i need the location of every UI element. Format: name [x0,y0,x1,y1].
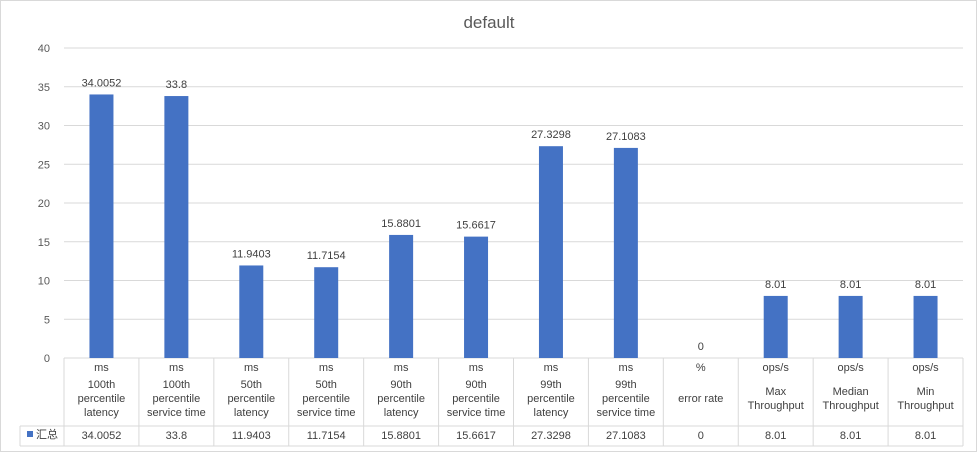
y-tick-label: 20 [38,198,50,210]
category-label: percentile [602,393,650,405]
data-label: 8.01 [765,279,786,291]
category-label: latency [384,407,419,419]
category-label: percentile [227,393,275,405]
category-unit: ms [394,362,409,374]
bar [613,147,638,358]
bar [239,265,264,358]
y-tick-label: 40 [38,43,50,55]
data-label: 11.7154 [307,250,346,262]
table-value: 27.3298 [531,430,571,442]
data-label: 8.01 [915,279,936,291]
table-value: 11.7154 [307,430,346,442]
category-label: service time [447,407,506,419]
data-label: 34.0052 [82,77,122,89]
category-label: Throughput [897,400,953,412]
bar [164,96,189,359]
category-label: 99th [615,379,636,391]
y-tick-label: 5 [44,314,50,326]
bar [389,234,414,358]
data-label: 0 [698,341,704,353]
category-label: percentile [452,393,500,405]
category-label: 100th [88,379,116,391]
table-value: 0 [698,430,704,442]
data-label: 33.8 [166,79,187,91]
category-label: service time [147,407,206,419]
category-unit: ms [619,362,634,374]
category-label: 100th [163,379,191,391]
data-label: 8.01 [840,279,861,291]
bar [314,267,339,358]
category-label: service time [297,407,356,419]
data-label: 27.3298 [531,129,571,141]
category-label: 50th [315,379,336,391]
category-unit: ms [544,362,559,374]
bar [89,94,114,358]
chart-title: default [463,13,514,32]
table-value: 8.01 [915,430,936,442]
category-label: percentile [377,393,425,405]
category-unit: % [696,362,706,374]
category-unit: ops/s [912,362,939,374]
category-label: Max [765,386,786,398]
category-label: percentile [527,393,575,405]
bar [838,295,863,358]
y-axis-ticks: 0 5 10 15 20 25 30 35 40 [38,43,50,365]
category-label: latency [84,407,119,419]
table-value: 11.9403 [232,430,271,442]
category-label: latency [234,407,269,419]
data-label: 11.9403 [232,248,271,260]
y-tick-label: 35 [38,82,50,94]
category-label: 99th [540,379,561,391]
data-labels: 34.0052 33.8 11.9403 11.7154 15.8801 15.6617 2… [82,77,937,353]
category-label: service time [597,407,656,419]
y-tick-label: 15 [38,237,50,249]
bar [763,295,788,358]
table-value: 8.01 [765,430,786,442]
table-value: 33.8 [166,430,187,442]
category-label: percentile [302,393,350,405]
category-label: Throughput [748,400,804,412]
gridlines [64,47,963,359]
table-value: 27.1083 [606,430,646,442]
table-value: 8.01 [840,430,861,442]
table-value: 15.6617 [456,430,496,442]
category-label: latency [534,407,569,419]
category-unit: ms [469,362,484,374]
bars [89,94,938,359]
category-unit: ops/s [763,362,790,374]
data-table: ms 100th percentile latency 34.0052 ms 100th pe… [19,358,964,447]
table-value: 15.8801 [381,430,421,442]
category-unit: ms [94,362,109,374]
data-label: 27.1083 [606,131,646,143]
y-tick-label: 25 [38,159,50,171]
category-unit: ops/s [837,362,864,374]
data-label: 15.8801 [381,218,421,230]
category-unit: ms [169,362,184,374]
bar [538,146,563,358]
category-label: 90th [390,379,411,391]
category-label: Min [917,386,935,398]
data-label: 15.6617 [456,220,496,232]
category-label: 50th [241,379,262,391]
legend-series-name: 汇总 [36,427,58,441]
category-label: Throughput [822,400,878,412]
bar [913,295,938,358]
y-tick-label: 10 [38,276,50,288]
legend-key [27,431,33,437]
category-label: percentile [153,393,201,405]
table-value: 34.0052 [82,430,122,442]
bar [464,236,489,358]
category-unit: ms [244,362,259,374]
category-label: percentile [78,393,126,405]
y-tick-label: 0 [44,353,50,365]
category-label: error rate [678,393,723,405]
y-tick-label: 30 [38,121,50,133]
category-label: 90th [465,379,486,391]
category-unit: ms [319,362,334,374]
category-label: Median [833,386,869,398]
